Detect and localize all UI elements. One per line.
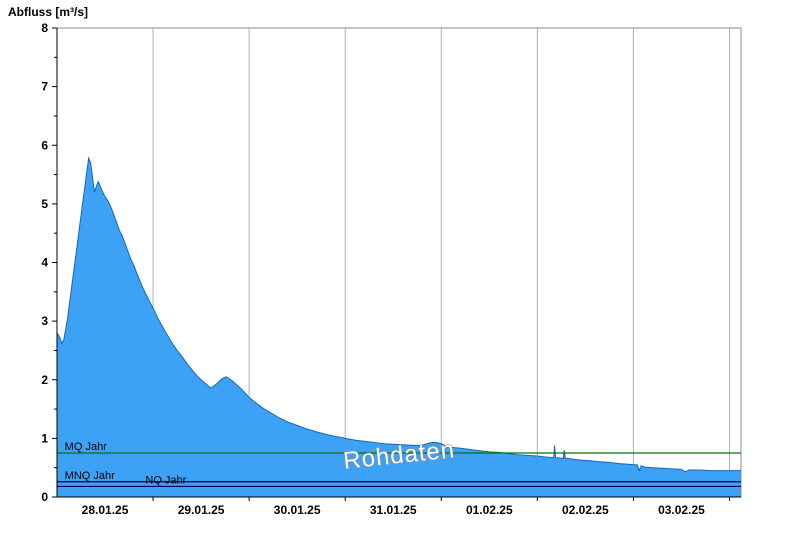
x-axis-label: 03.02.25 (658, 503, 705, 517)
x-axis-label: 02.02.25 (562, 503, 609, 517)
y-axis-label: 3 (41, 314, 48, 328)
y-axis-label: 7 (41, 80, 48, 94)
y-axis-label: 0 (41, 490, 48, 504)
ref-line-label: MQ Jahr (65, 441, 108, 453)
y-axis-label: 8 (41, 21, 48, 35)
ref-line-label: MNQ Jahr (65, 470, 115, 482)
ref-line-label: NQ Jahr (145, 474, 186, 486)
y-axis-label: 1 (41, 431, 48, 445)
discharge-line (56, 156, 741, 473)
chart-title: Abfluss [m³/s] (8, 5, 89, 19)
x-axis-label: 01.02.25 (466, 503, 513, 517)
y-axis-label: 2 (41, 373, 48, 387)
x-axis-label: 28.01.25 (82, 503, 129, 517)
x-axis-label: 30.01.25 (274, 503, 321, 517)
y-axis-label: 4 (41, 256, 48, 270)
discharge-area (57, 158, 741, 497)
x-axis-label: 29.01.25 (178, 503, 225, 517)
y-axis-label: 5 (41, 197, 48, 211)
y-axis-label: 6 (41, 138, 48, 152)
x-axis-label: 31.01.25 (370, 503, 417, 517)
